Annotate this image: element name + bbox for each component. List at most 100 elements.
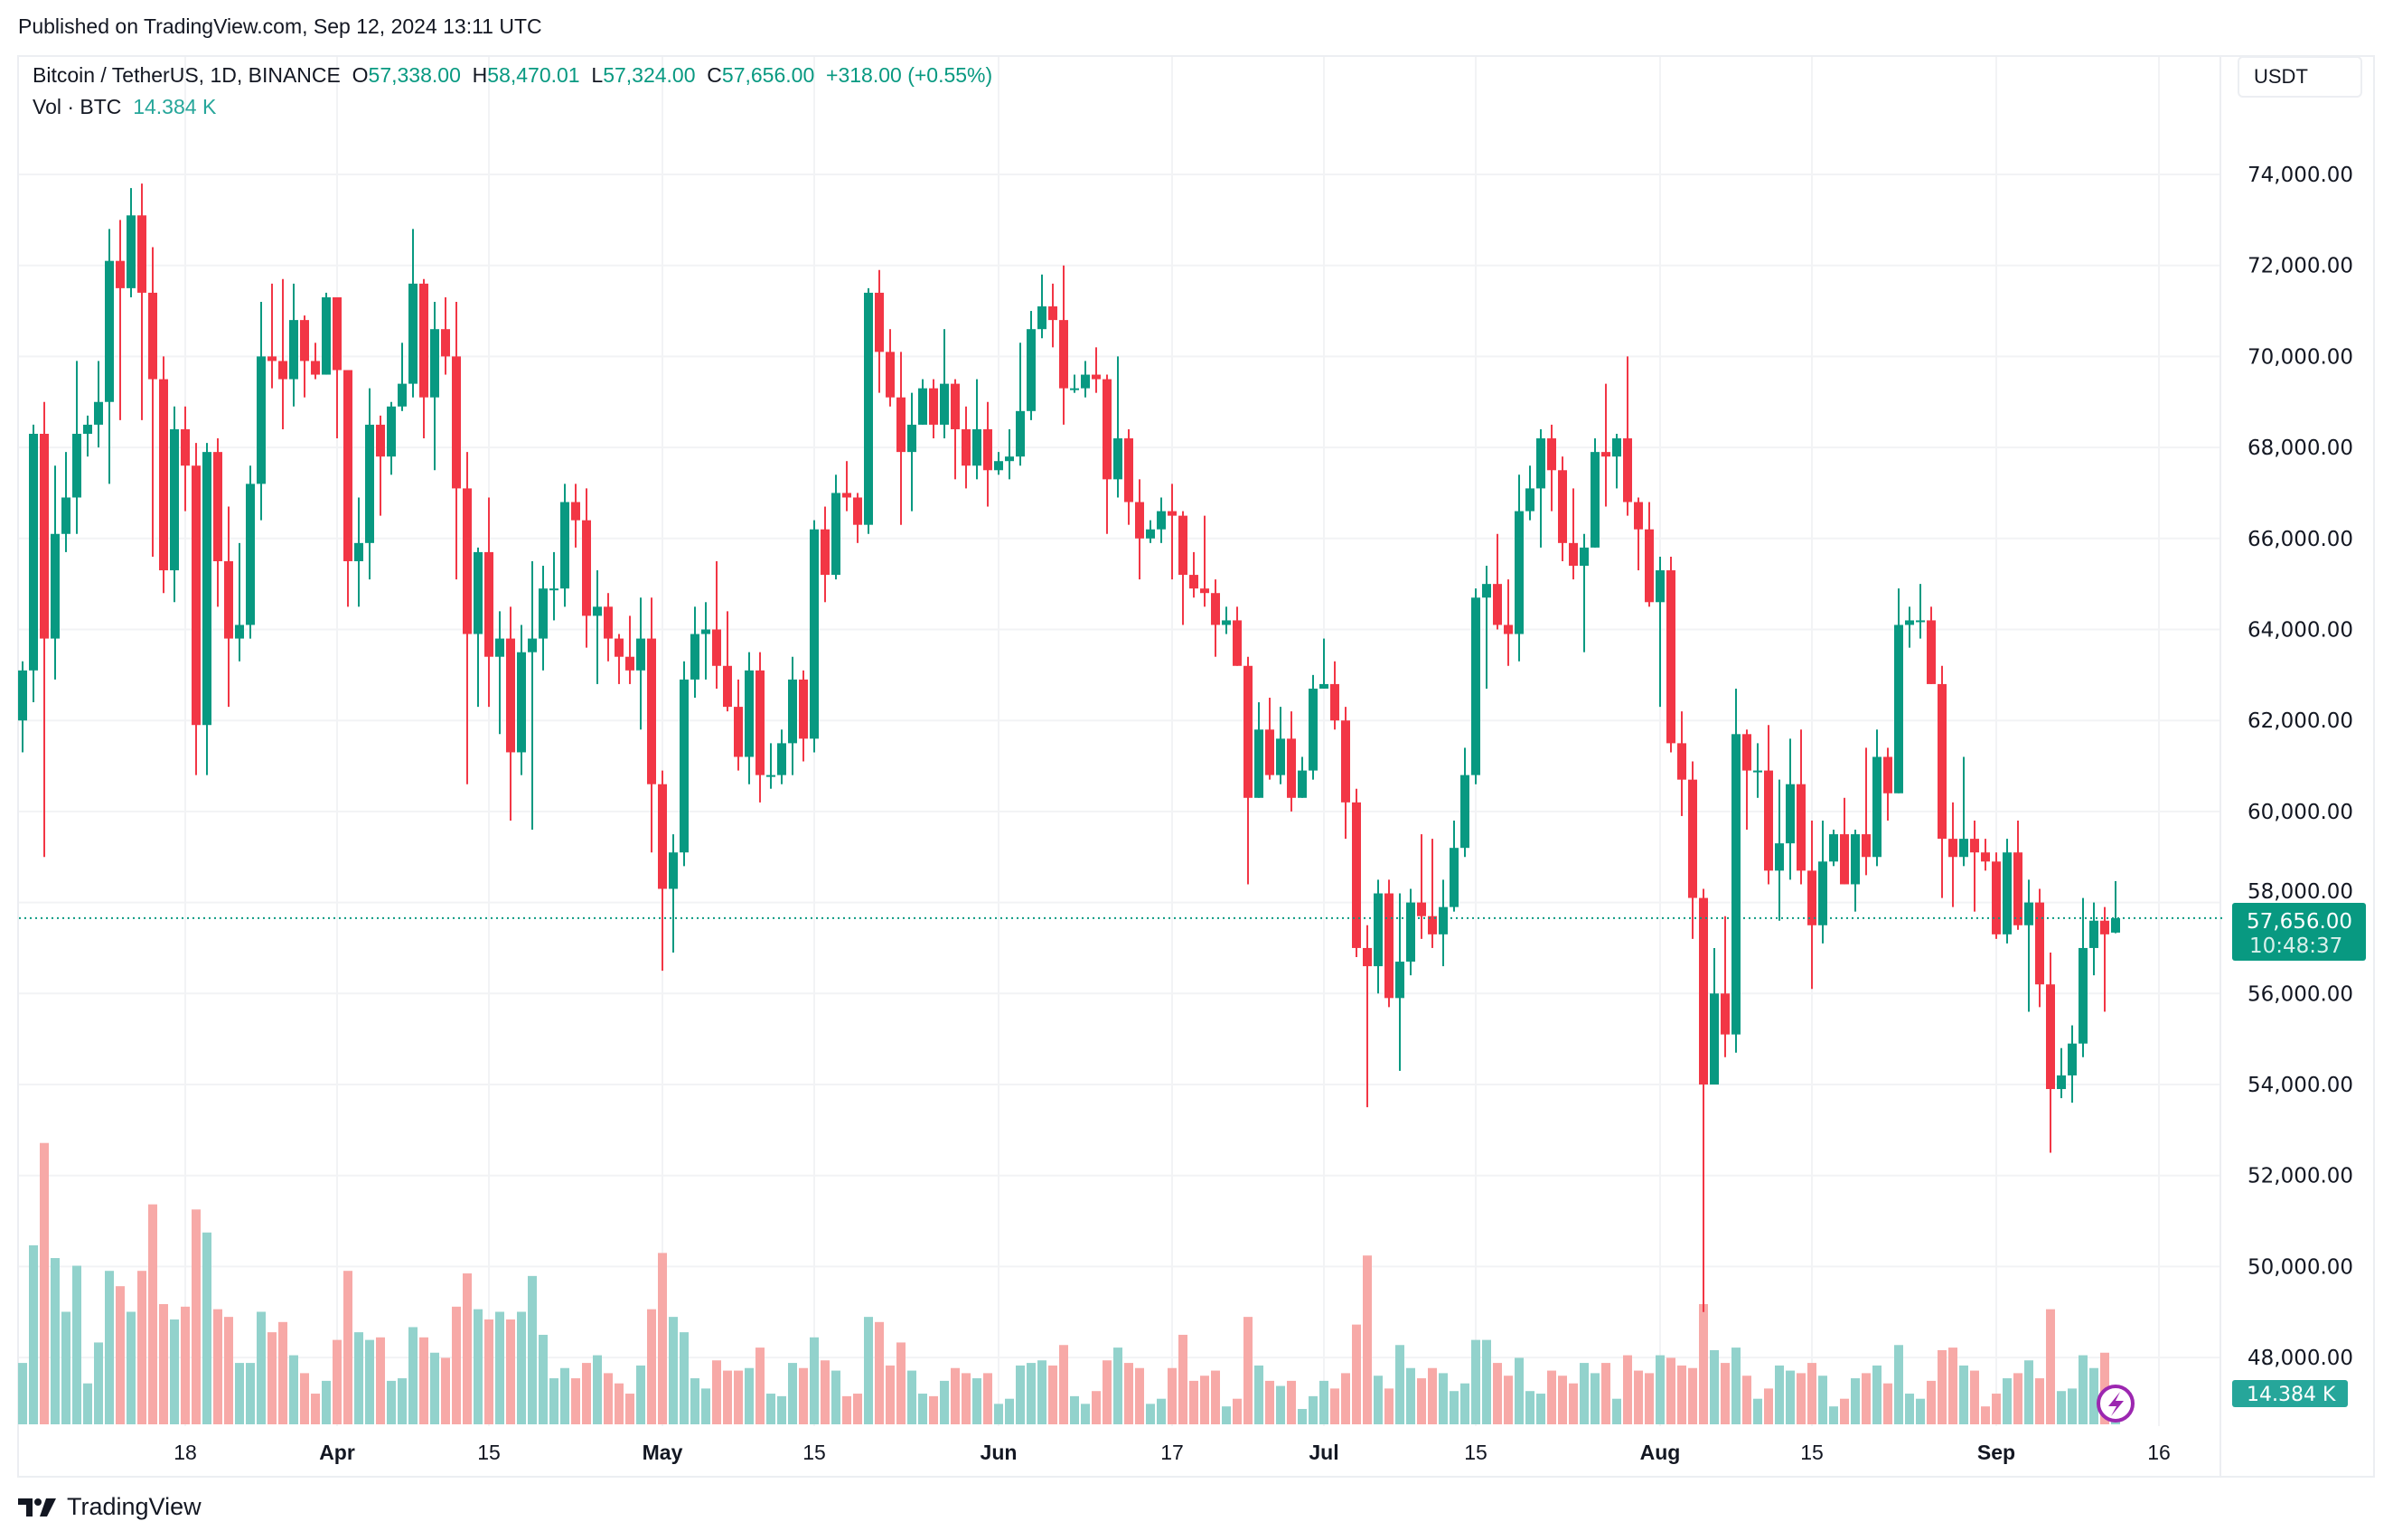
candle — [1059, 265, 1068, 425]
lightning-icon[interactable] — [2097, 1385, 2135, 1423]
candle-body — [1298, 770, 1307, 798]
candle — [2003, 839, 2012, 944]
x-tick-label: Apr — [319, 1441, 355, 1464]
candle-body — [1775, 843, 1784, 871]
candle — [278, 278, 287, 429]
volume-bar — [1753, 1398, 1762, 1424]
volume-bar — [1558, 1376, 1567, 1424]
volume-bar — [398, 1378, 407, 1424]
candle-body — [137, 215, 146, 293]
candle — [1818, 820, 1827, 944]
volume-title[interactable]: Vol · BTC — [33, 95, 122, 118]
candle — [452, 301, 461, 580]
candle — [137, 183, 146, 420]
candle-body — [365, 424, 374, 543]
volume-bar — [1287, 1380, 1296, 1424]
x-tick-label: Aug — [1640, 1441, 1681, 1464]
symbol-title[interactable]: Bitcoin / TetherUS, 1D, BINANCE — [33, 63, 341, 87]
candle-body — [1016, 410, 1025, 457]
candle-body — [1710, 993, 1719, 1085]
candle-body — [1168, 511, 1177, 516]
volume-bar — [267, 1332, 277, 1424]
volume-bar — [799, 1367, 808, 1424]
volume-bar — [1330, 1388, 1339, 1424]
candle-body — [1601, 452, 1610, 457]
candle-body — [1092, 374, 1101, 380]
candle — [1753, 743, 1762, 798]
candle — [2057, 1047, 2066, 1099]
volume-bar — [311, 1394, 320, 1424]
candle-body — [1222, 620, 1231, 625]
volume-bar — [1862, 1373, 1871, 1424]
volume-bar — [1721, 1363, 1730, 1424]
volume-bar — [2013, 1373, 2022, 1424]
volume-bar — [1569, 1383, 1578, 1424]
candle-body — [896, 397, 906, 453]
candle — [1558, 456, 1567, 561]
candle-body — [2079, 947, 2088, 1044]
candle — [72, 361, 81, 534]
tradingview-logo-icon — [18, 1498, 56, 1517]
candle — [528, 560, 537, 831]
volume-bar — [875, 1321, 884, 1424]
volume-bar — [658, 1253, 667, 1424]
volume-bar — [2046, 1309, 2055, 1424]
volume-bar — [972, 1378, 981, 1424]
candle — [1103, 374, 1112, 534]
candle-body — [441, 329, 450, 357]
x-tick-label: Jun — [981, 1441, 1018, 1464]
candle-body — [690, 634, 699, 680]
volume-bar — [1536, 1394, 1545, 1424]
tradingview-logo[interactable]: TradingView — [18, 1493, 202, 1521]
symbol-legend: Bitcoin / TetherUS, 1D, BINANCE O57,338.… — [33, 63, 992, 88]
candle — [267, 283, 277, 389]
volume-bar — [1309, 1395, 1318, 1424]
candle — [1731, 688, 1741, 1053]
candle-body — [810, 529, 819, 739]
volume-bar — [1341, 1373, 1350, 1424]
volume-bar — [528, 1275, 537, 1424]
volume-bar — [690, 1378, 699, 1424]
candle-body — [1243, 665, 1253, 798]
volume-bars — [18, 1142, 2120, 1424]
candle — [1276, 707, 1285, 784]
candle — [1374, 879, 1383, 994]
candle-body — [1818, 861, 1827, 925]
candle-body — [1059, 320, 1068, 389]
volume-bar — [202, 1232, 211, 1424]
volume-bar — [2079, 1355, 2088, 1424]
candle — [734, 679, 743, 771]
candle-body — [560, 502, 569, 589]
candle — [1243, 656, 1253, 885]
candle-body — [376, 424, 385, 457]
candle — [408, 229, 418, 398]
volume-bar — [1970, 1370, 1979, 1424]
candle-body — [853, 497, 862, 525]
volume-bar — [1591, 1373, 1600, 1424]
candle-body — [1504, 624, 1513, 634]
candle-body — [267, 356, 277, 362]
candle-body — [354, 542, 363, 561]
candle-body — [1027, 329, 1036, 411]
low-value: 57,324.00 — [603, 63, 696, 87]
candle-body — [1124, 438, 1133, 502]
volume-bar — [1710, 1349, 1719, 1424]
volume-bar — [994, 1404, 1003, 1424]
candle — [474, 547, 483, 708]
candle-body — [1688, 779, 1697, 898]
candle-body — [1428, 916, 1437, 934]
candle-body — [289, 320, 298, 380]
candle — [810, 520, 819, 753]
volume-bar — [1363, 1255, 1372, 1424]
volume-value-label: 14.384 K — [2232, 1380, 2348, 1407]
candle — [669, 834, 678, 953]
currency-button[interactable]: USDT — [2238, 56, 2362, 98]
volume-bar — [322, 1380, 331, 1424]
candle — [1775, 779, 1784, 921]
candle-body — [2100, 920, 2109, 934]
volume-bar — [2068, 1388, 2077, 1424]
volume-bar — [2035, 1378, 2044, 1424]
candle-body — [1525, 488, 1534, 512]
candle — [1851, 830, 1860, 912]
